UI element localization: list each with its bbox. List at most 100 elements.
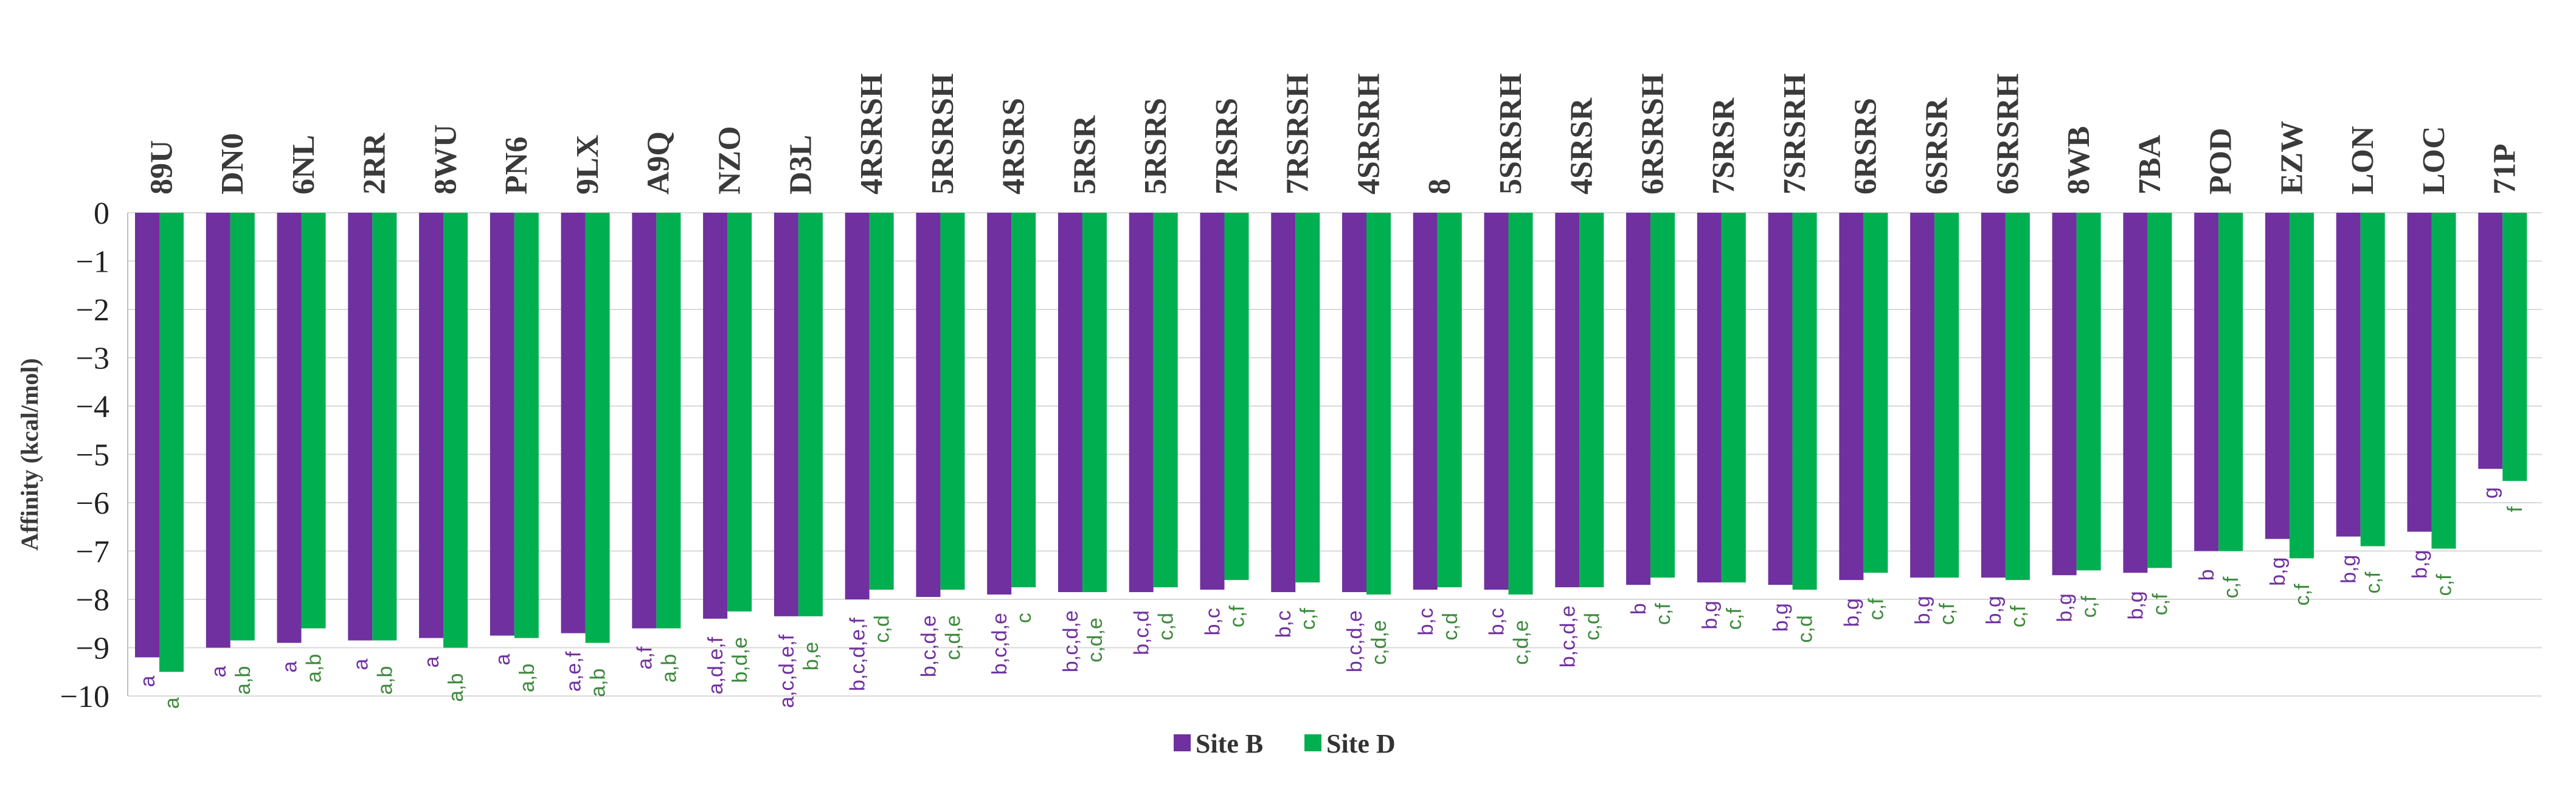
- site-d-significance-label: c,f: [1864, 598, 1888, 620]
- category-label: 71P: [2488, 143, 2522, 195]
- site-b-significance-label: b,g: [2054, 593, 2077, 622]
- site-d-significance-label: c,f: [2078, 596, 2101, 618]
- category-label: 7SRSRH: [1778, 74, 1812, 195]
- bar-site-d: [1650, 213, 1675, 578]
- significance-labels: aaa a,b a a,b aa,baa,baa,b a,e,f a,ba,f a,b a,d,…: [136, 487, 2527, 709]
- site-d-significance-label: a,b: [587, 669, 610, 697]
- bar-site-b: [774, 213, 798, 616]
- category-label: 6SRSRH: [1990, 74, 2025, 195]
- category-label: 5RSRS: [1138, 98, 1173, 195]
- bar-site-d: [2076, 213, 2101, 571]
- bar-site-d: [2289, 213, 2314, 559]
- bar-site-d: [159, 213, 184, 672]
- site-d-significance-label: c,f: [1297, 608, 1320, 630]
- category-label: NZO: [713, 126, 747, 195]
- site-d-significance-label: c,f: [1652, 603, 1675, 625]
- bar-site-d: [1863, 213, 1888, 573]
- site-d-significance-label: c,f: [1225, 605, 1248, 627]
- category-label: 7BA: [2133, 134, 2167, 195]
- site-b-significance-label: b,c: [1201, 608, 1224, 635]
- site-b-significance-label: b,c,d,e: [1556, 605, 1579, 667]
- bar-site-b: [1981, 213, 2006, 578]
- y-tick-label: −8: [76, 583, 109, 618]
- site-d-significance-label: c,f: [2362, 571, 2385, 593]
- category-label: 4SRSR: [1565, 97, 1599, 195]
- category-label: 7RSRSH: [1281, 74, 1315, 195]
- bar-site-b: [987, 213, 1012, 595]
- bar-site-d: [2005, 213, 2030, 581]
- site-b-significance-label: b,g: [2266, 557, 2290, 586]
- category-label: 6NL: [286, 135, 321, 195]
- category-label: 5SRSRH: [1494, 74, 1528, 195]
- bar-site-b: [2407, 213, 2432, 532]
- grid-lines: [128, 212, 2542, 697]
- site-d-significance-label: c,d: [1439, 613, 1462, 640]
- site-b-significance-label: b,c,d,e,f: [847, 617, 870, 691]
- site-d-significance-label: a,b: [657, 654, 680, 683]
- site-d-significance-label: c,f: [2148, 593, 2172, 615]
- bar-site-d: [1579, 213, 1604, 588]
- site-b-significance-label: b,g: [2338, 555, 2361, 584]
- bar-site-d: [230, 213, 255, 641]
- category-label: 4RSRS: [997, 98, 1031, 195]
- bar-site-d: [2502, 213, 2527, 481]
- y-axis: 0 −1 −2 −3 −4 −5 −6 −7 −8 −9 −10: [60, 196, 128, 714]
- site-b-significance-label: a,e,f: [563, 651, 586, 692]
- site-d-significance-label: b,d,e: [729, 637, 752, 683]
- bar-site-d: [1721, 213, 1746, 583]
- category-label: A9Q: [642, 131, 676, 195]
- site-b-significance-label: b,g: [2124, 591, 2147, 619]
- site-b-significance-label: b,c,d,e: [917, 615, 940, 677]
- category-label: 2RR: [358, 132, 392, 195]
- site-d-significance-label: c,f: [1936, 603, 1959, 625]
- site-d-significance-label: c,d: [1794, 615, 1817, 643]
- site-b-significance-label: a: [207, 666, 230, 677]
- bar-site-d: [798, 213, 823, 616]
- bar-site-b: [2478, 213, 2503, 469]
- category-label: 8: [1422, 179, 1457, 195]
- category-label: EZW: [2274, 121, 2309, 195]
- site-b-significance-label: a: [279, 661, 302, 672]
- bar-site-d: [869, 213, 894, 590]
- bar-site-d: [1508, 213, 1533, 595]
- site-d-significance-label: c,d,e: [941, 615, 964, 660]
- legend-label-site-d: Site D: [1326, 729, 1396, 759]
- bar-site-b: [632, 213, 657, 629]
- category-label: 6RSRSH: [1635, 74, 1670, 195]
- y-tick-label: −9: [76, 632, 109, 666]
- category-label: PN6: [499, 137, 534, 195]
- bar-site-d: [514, 213, 539, 638]
- bars: [135, 213, 2527, 672]
- site-b-significance-label: b,c,d: [1130, 610, 1154, 655]
- legend-swatch-site-b: [1174, 734, 1191, 751]
- category-label: 8WU: [428, 124, 463, 195]
- category-label: 7RSRS: [1210, 98, 1244, 195]
- site-b-significance-label: a,d,e,f: [704, 636, 727, 694]
- site-b-significance-label: a: [349, 658, 372, 670]
- bar-site-d: [1011, 213, 1036, 588]
- bar-site-d: [585, 213, 610, 643]
- category-label: LOC: [2417, 126, 2451, 195]
- bar-site-b: [1129, 213, 1154, 593]
- y-tick-label: 0: [94, 196, 109, 231]
- y-tick-label: −5: [76, 438, 109, 473]
- y-tick-label: −7: [76, 535, 109, 570]
- category-label: DN0: [215, 133, 250, 195]
- site-b-significance-label: a,f: [633, 646, 656, 669]
- category-label: 4SRSRH: [1351, 74, 1386, 195]
- bar-site-b: [2123, 213, 2148, 573]
- site-b-significance-label: g: [2479, 487, 2502, 498]
- site-b-significance-label: b: [2195, 570, 2218, 581]
- site-d-significance-label: c,f: [2220, 576, 2243, 598]
- category-label: 4RSRSH: [854, 74, 889, 195]
- bar-site-b: [1768, 213, 1793, 585]
- y-tick-label: −2: [76, 293, 109, 328]
- y-tick-label: −6: [76, 486, 109, 521]
- bar-site-b: [1697, 213, 1722, 583]
- category-label: LON: [2346, 126, 2380, 195]
- bar-site-d: [1366, 213, 1391, 595]
- bar-site-d: [301, 213, 326, 629]
- bar-site-d: [1792, 213, 1817, 590]
- bar-site-b: [1555, 213, 1580, 588]
- bar-site-d: [1437, 213, 1462, 588]
